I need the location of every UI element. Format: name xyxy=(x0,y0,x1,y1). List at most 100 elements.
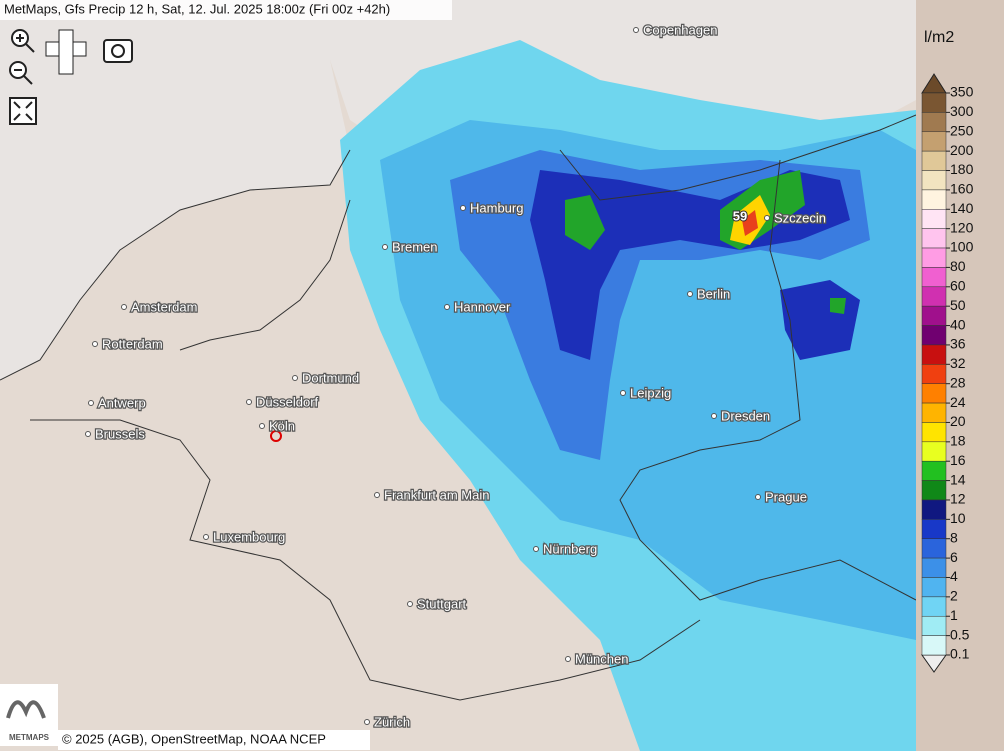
legend-swatch xyxy=(921,131,947,152)
legend-swatch xyxy=(921,480,947,501)
city-dot xyxy=(533,546,539,552)
zoom-in[interactable] xyxy=(11,29,35,53)
city-dot xyxy=(203,534,209,540)
legend-tick-label: 300 xyxy=(950,103,974,119)
legend-swatch xyxy=(921,441,947,462)
city-label: Bremen xyxy=(392,239,438,254)
city-dot xyxy=(382,244,388,250)
legend-tick-label: 14 xyxy=(950,471,966,487)
legend-tick-label: 16 xyxy=(950,452,966,468)
city-dot xyxy=(687,291,693,297)
city-dot xyxy=(92,341,98,347)
legend-tick-label: 18 xyxy=(950,433,966,449)
city-label: Leipzig xyxy=(630,385,671,400)
legend-swatch xyxy=(921,267,947,288)
city-dot xyxy=(259,423,265,429)
city-dot xyxy=(755,494,761,500)
city-label: Nürnberg xyxy=(543,541,597,556)
legend-swatch xyxy=(921,247,947,268)
city-label: München xyxy=(575,651,628,666)
legend-swatch xyxy=(921,344,947,365)
legend-tick-label: 250 xyxy=(950,122,974,138)
sea xyxy=(0,0,350,380)
attribution-bg xyxy=(58,730,370,750)
legend-tick-label: 0.1 xyxy=(950,646,970,662)
borders xyxy=(0,114,917,701)
legend-swatch xyxy=(921,364,947,384)
legend-swatch xyxy=(921,596,947,617)
zoom-out[interactable] xyxy=(9,61,33,85)
legend-swatch xyxy=(921,402,947,423)
legend-swatch xyxy=(921,112,947,133)
legend-tick-label: 40 xyxy=(950,316,966,332)
legend-swatch xyxy=(921,635,947,656)
logo-text: METMAPS xyxy=(9,733,50,742)
legend-unit: l/m2 xyxy=(924,29,954,46)
legend-tick-label: 80 xyxy=(950,258,966,274)
legend-swatch xyxy=(921,92,947,113)
legend-tick-label: 350 xyxy=(950,84,974,100)
city-label: Luxembourg xyxy=(213,529,285,544)
legend-tick-label: 6 xyxy=(950,549,958,565)
city-dot xyxy=(246,399,252,405)
legend-tick-label: 60 xyxy=(950,277,966,293)
city-label: Szczecin xyxy=(774,210,826,225)
precip-field xyxy=(340,40,916,751)
city-dot xyxy=(620,390,626,396)
city-label: Antwerp xyxy=(98,395,146,410)
legend-swatch xyxy=(921,519,947,539)
city-label: Stuttgart xyxy=(417,596,467,611)
fullscreen[interactable] xyxy=(9,97,37,125)
legend-swatch xyxy=(921,170,947,191)
legend-tick-label: 0.5 xyxy=(950,626,970,642)
legend-tick-label: 24 xyxy=(950,394,966,410)
legend-swatch xyxy=(921,286,947,307)
legend-tick-label: 140 xyxy=(950,200,974,216)
city-label: Copenhagen xyxy=(643,22,717,37)
legend-swatch xyxy=(921,228,947,249)
legend-swatch xyxy=(921,460,947,481)
legend-tick-label: 200 xyxy=(950,142,974,158)
legend-swatch xyxy=(921,209,947,229)
city-label: Brussels xyxy=(95,426,145,441)
city-dot xyxy=(85,431,91,437)
legend-tick-label: 8 xyxy=(950,529,958,545)
city-label: Köln xyxy=(269,418,295,433)
city-dot xyxy=(88,400,94,406)
city-label: Zürich xyxy=(374,714,410,729)
city-label: Hannover xyxy=(454,299,511,314)
legend-tick-label: 32 xyxy=(950,355,966,371)
legend-swatch xyxy=(921,150,947,171)
legend-tick-label: 36 xyxy=(950,336,966,352)
legend-swatch xyxy=(921,305,947,326)
pan[interactable] xyxy=(45,29,87,75)
legend-tick-label: 2 xyxy=(950,588,958,604)
legend-swatch xyxy=(921,383,947,404)
city-label: Rotterdam xyxy=(102,336,163,351)
city-dot xyxy=(374,492,380,498)
legend-swatch xyxy=(921,615,947,636)
screenshot[interactable] xyxy=(103,39,133,63)
legend-tick-label: 12 xyxy=(950,491,966,507)
city-dot xyxy=(711,413,717,419)
city-dot xyxy=(121,304,127,310)
city-label: Amsterdam xyxy=(131,299,197,314)
city-label: Prague xyxy=(765,489,807,504)
legend-tick-label: 120 xyxy=(950,219,974,235)
legend-tick-label: 10 xyxy=(950,510,966,526)
legend-tick-label: 100 xyxy=(950,239,974,255)
city-dot xyxy=(764,215,770,221)
max-value-label: 59 xyxy=(733,208,747,223)
city-dot xyxy=(460,205,466,211)
legend-tick-label: 20 xyxy=(950,413,966,429)
attribution: © 2025 (AGB), OpenStreetMap, NOAA NCEP xyxy=(62,731,326,746)
legend-bar: 3503002502001801601401201008060504036322… xyxy=(921,84,974,662)
legend-swatch xyxy=(921,557,947,578)
legend-swatch xyxy=(921,538,947,559)
city-label: Hamburg xyxy=(470,200,523,215)
legend-tick-label: 180 xyxy=(950,161,974,177)
legend-swatch xyxy=(921,499,947,520)
legend-swatch xyxy=(921,325,947,346)
